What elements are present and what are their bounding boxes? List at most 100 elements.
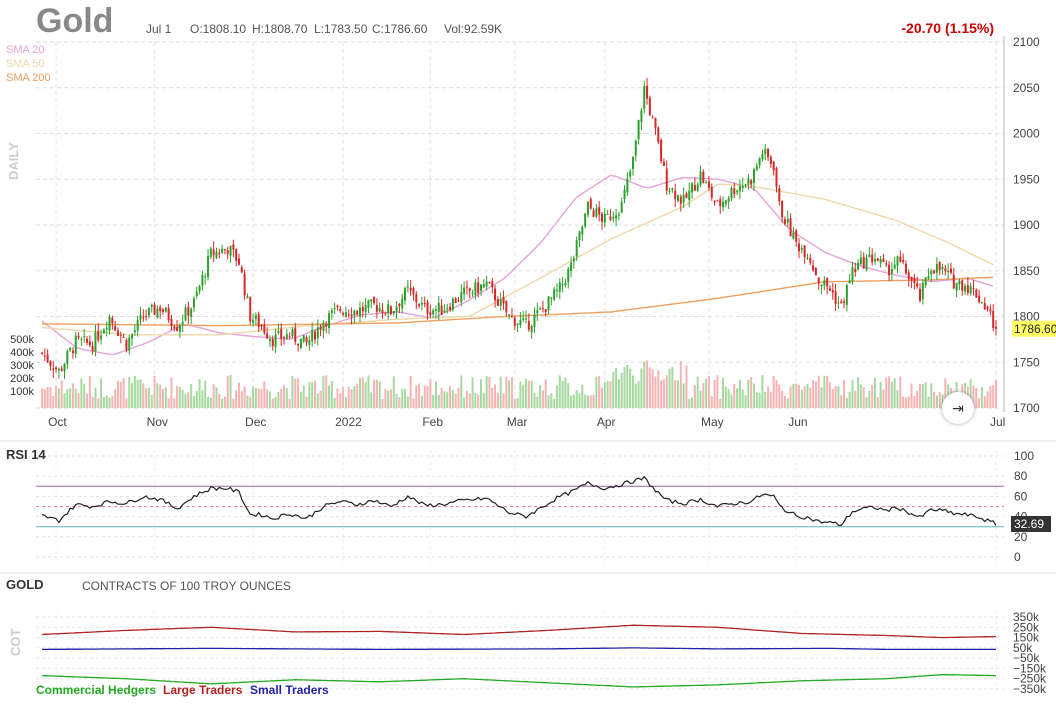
volume-bar — [879, 381, 882, 408]
volume-label-200k: 200k — [10, 373, 34, 385]
legend-sma20[interactable]: SMA 20 — [6, 44, 45, 56]
rsi-tick-label: 80 — [1014, 469, 1028, 483]
volume-bar — [201, 389, 204, 408]
legend-commercial-hedgers[interactable]: Commercial Hedgers — [36, 683, 157, 697]
candle-body — [623, 189, 626, 200]
chart-title: Gold — [36, 2, 114, 40]
candle-body — [468, 288, 471, 292]
price-change: -20.70 (1.15%) — [901, 20, 994, 36]
candle-body — [488, 282, 491, 284]
candle-body — [471, 292, 474, 294]
candle-body — [783, 219, 786, 224]
legend-small-traders[interactable]: Small Traders — [250, 683, 329, 697]
volume-bar — [581, 384, 584, 408]
candle-body — [131, 334, 134, 339]
x-tick-label: May — [701, 415, 724, 429]
candle-body — [342, 312, 345, 315]
volume-bar — [885, 377, 888, 408]
candle-body — [598, 206, 601, 215]
volume-bar — [620, 372, 623, 408]
candle-body — [629, 171, 632, 177]
volume-bar — [150, 394, 153, 408]
volume-bar — [415, 385, 418, 408]
legend-large-traders[interactable]: Large Traders — [163, 683, 243, 697]
volume-bar — [271, 398, 274, 408]
volume-bar — [83, 383, 86, 408]
volume-bar — [86, 393, 89, 408]
volume-bar — [494, 384, 497, 408]
candle-body — [809, 257, 812, 263]
candle-body — [145, 315, 148, 317]
volume-bar — [190, 384, 193, 408]
candle-body — [947, 271, 950, 273]
volume-bar — [333, 397, 336, 408]
volume-bar — [313, 380, 316, 408]
volume-bar — [572, 394, 575, 408]
volume-bar — [558, 375, 561, 408]
volume-bar — [567, 383, 570, 408]
candle-body — [133, 330, 136, 333]
volume-bar — [302, 385, 305, 408]
volume-bar — [902, 396, 905, 408]
candle-body — [730, 188, 733, 199]
volume-bar — [485, 376, 488, 408]
candle-body — [201, 274, 204, 286]
volume-bar — [229, 375, 232, 408]
volume-bar — [826, 375, 829, 408]
candle-body — [207, 256, 210, 277]
candle-body — [719, 199, 722, 207]
candle-body — [274, 334, 277, 347]
volume-bar — [727, 389, 730, 408]
legend-sma50[interactable]: SMA 50 — [6, 58, 45, 70]
expand-right-button[interactable]: ⇥ — [942, 392, 974, 424]
candle-body — [820, 284, 823, 286]
candle-body — [575, 239, 578, 257]
volume-bar — [263, 381, 266, 408]
volume-bar — [643, 361, 646, 408]
volume-bar — [803, 386, 806, 408]
candle-body — [620, 201, 623, 213]
candle-body — [505, 300, 508, 313]
candle-body — [888, 264, 891, 276]
volume-bar — [882, 389, 885, 408]
candle-body — [727, 197, 730, 202]
candle-body — [637, 120, 640, 140]
volume-bar — [88, 376, 91, 408]
volume-bar — [392, 376, 395, 408]
legend-sma200[interactable]: SMA 200 — [6, 72, 51, 84]
volume-bar — [339, 393, 342, 408]
volume-bar — [145, 388, 148, 408]
candle-body — [919, 288, 922, 301]
cot-tick-label: 50k — [1013, 641, 1033, 655]
volume-bar — [741, 389, 744, 408]
volume-bar — [198, 379, 201, 408]
candle-body — [553, 289, 556, 300]
volume-bar — [243, 386, 246, 408]
candle-body — [871, 254, 874, 263]
candle-body — [935, 264, 938, 273]
candle-body — [474, 282, 477, 296]
candle-body — [741, 185, 744, 188]
candle-body — [536, 310, 539, 314]
volume-bar — [944, 378, 947, 408]
candle-body — [74, 335, 77, 354]
candle-body — [291, 329, 294, 336]
candle-body — [223, 248, 226, 250]
candle-body — [938, 261, 941, 271]
volume-bar — [688, 398, 691, 408]
candle-body — [736, 190, 739, 193]
candle-body — [516, 323, 519, 325]
volume-bar — [181, 389, 184, 408]
candle-body — [277, 331, 280, 333]
candle-body — [192, 298, 195, 308]
volume-bar — [311, 382, 314, 408]
candle-body — [398, 303, 401, 307]
volume-bar — [496, 392, 499, 408]
cot-subtitle: CONTRACTS OF 100 TROY OUNCES — [82, 579, 291, 593]
candle-body — [252, 320, 255, 323]
candle-body — [451, 298, 454, 310]
candle-body — [268, 339, 271, 342]
candle-body — [606, 213, 609, 215]
candle-body — [857, 262, 860, 270]
